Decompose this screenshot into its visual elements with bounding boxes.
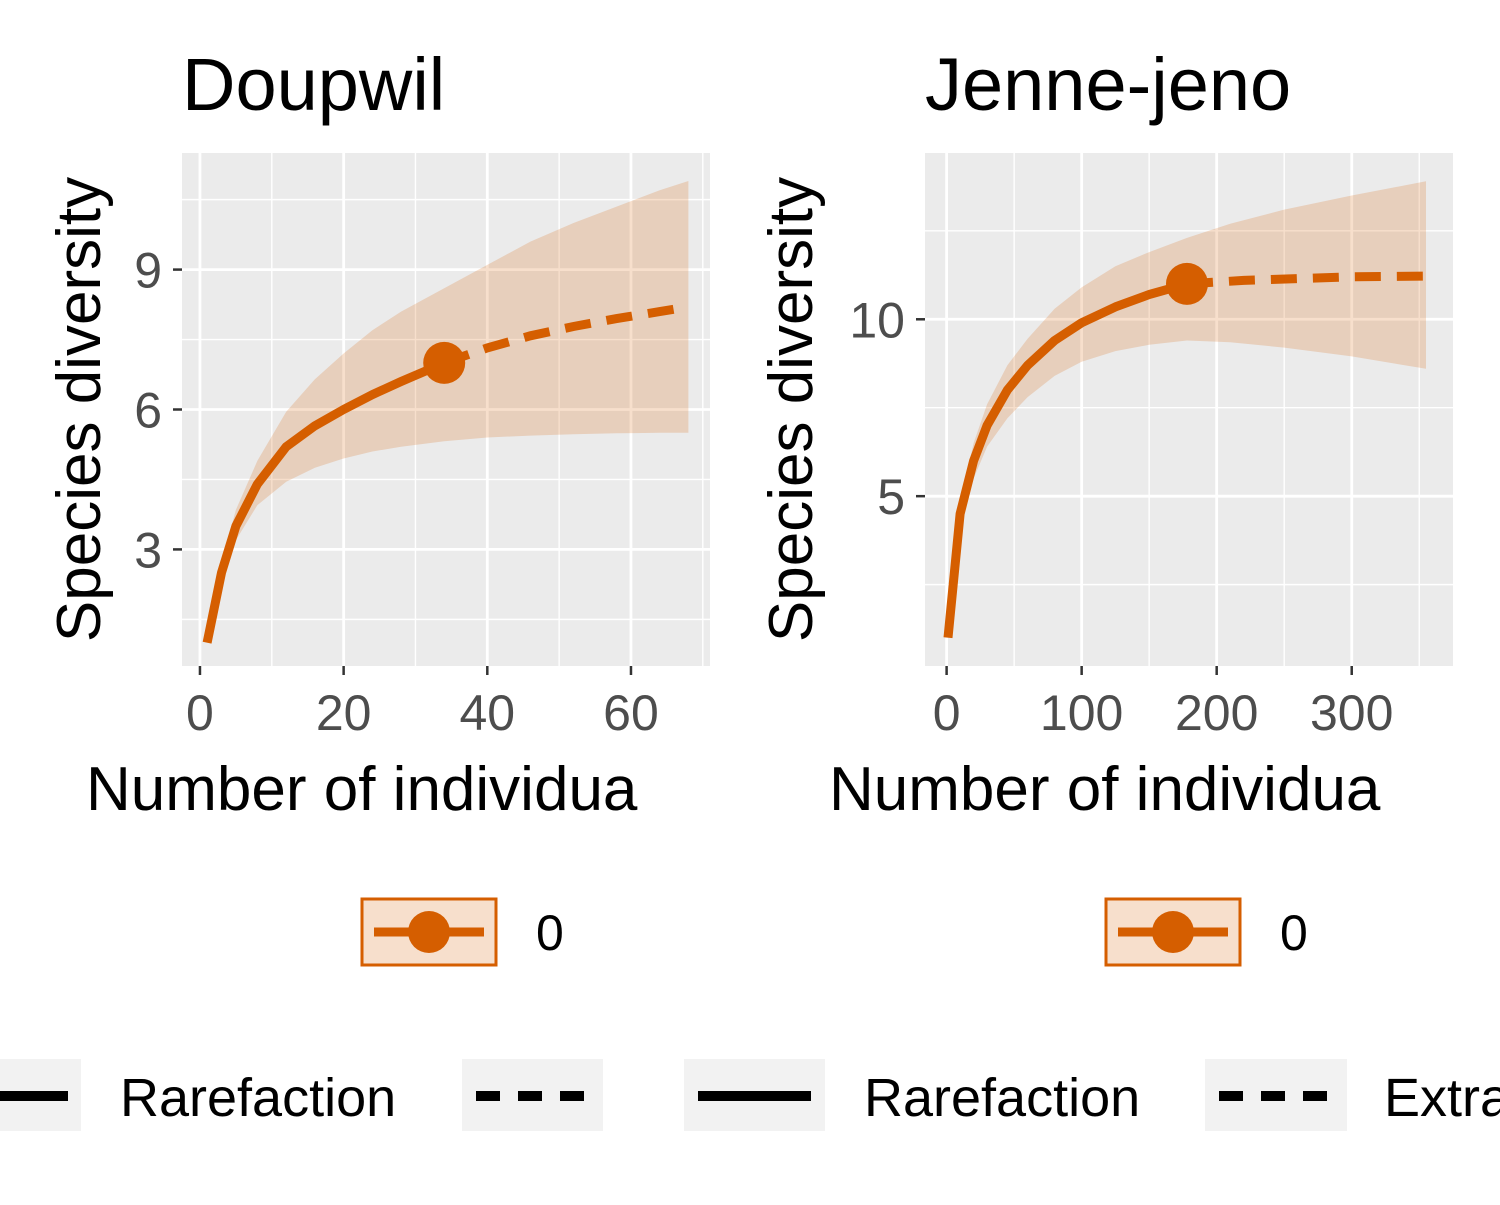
y-tick-label: 5	[877, 469, 905, 525]
x-axis-label: Number of individua	[829, 755, 1381, 824]
legend-label-rarefaction: Rarefaction	[864, 1068, 1140, 1128]
x-tick-label: 300	[1310, 685, 1393, 741]
rarefaction-line	[202, 358, 446, 644]
y-tick-label: 3	[134, 522, 162, 578]
y-axis-label: Species diversity	[45, 177, 114, 642]
rarefaction-line	[943, 279, 1189, 639]
x-tick-label: 0	[186, 685, 214, 741]
chart-panel-1: 0 20 40 60 3 6 9 Doupwil Species diversity Number…	[45, 43, 710, 967]
x-tick-label: 200	[1175, 685, 1258, 741]
confidence-band	[207, 181, 689, 643]
legend-label: 0	[536, 905, 564, 961]
x-tick-label: 40	[459, 685, 515, 741]
legend-key-point	[1152, 911, 1194, 953]
plot-background	[925, 153, 1453, 666]
legend-label: 0	[1280, 905, 1308, 961]
y-tick-label: 10	[849, 292, 905, 348]
method-legend: Rarefaction Rarefaction Extra	[0, 1059, 1500, 1131]
chart-title: Doupwil	[182, 43, 445, 126]
legend-label-extrapolation: Extra	[1384, 1068, 1500, 1128]
extrapolation-line	[1186, 271, 1427, 289]
confidence-band	[948, 181, 1426, 638]
legend: 0	[360, 897, 564, 967]
y-tick-label: 9	[134, 243, 162, 299]
x-tick-label: 60	[603, 685, 659, 741]
x-tick-label: 20	[316, 685, 372, 741]
chart-marks	[202, 181, 690, 644]
x-axis-label: Number of individua	[86, 755, 638, 824]
x-tick-label: 100	[1040, 685, 1123, 741]
observed-point	[423, 341, 466, 384]
legend-label-rarefaction: Rarefaction	[120, 1068, 396, 1128]
x-tick-label: 0	[933, 685, 961, 741]
legend: 0	[1104, 897, 1308, 967]
y-tick-label: 6	[134, 383, 162, 439]
extrapolation-line	[442, 302, 690, 368]
y-axis-label: Species diversity	[757, 177, 826, 642]
chart-marks	[943, 181, 1427, 639]
observed-point	[1165, 262, 1208, 305]
legend-key-point	[408, 911, 450, 953]
chart-panel-2: 0 100 200 300 5 10 Jenne-jeno Species diversity…	[757, 43, 1453, 967]
gridlines	[925, 153, 1453, 666]
chart-title: Jenne-jeno	[925, 43, 1291, 126]
